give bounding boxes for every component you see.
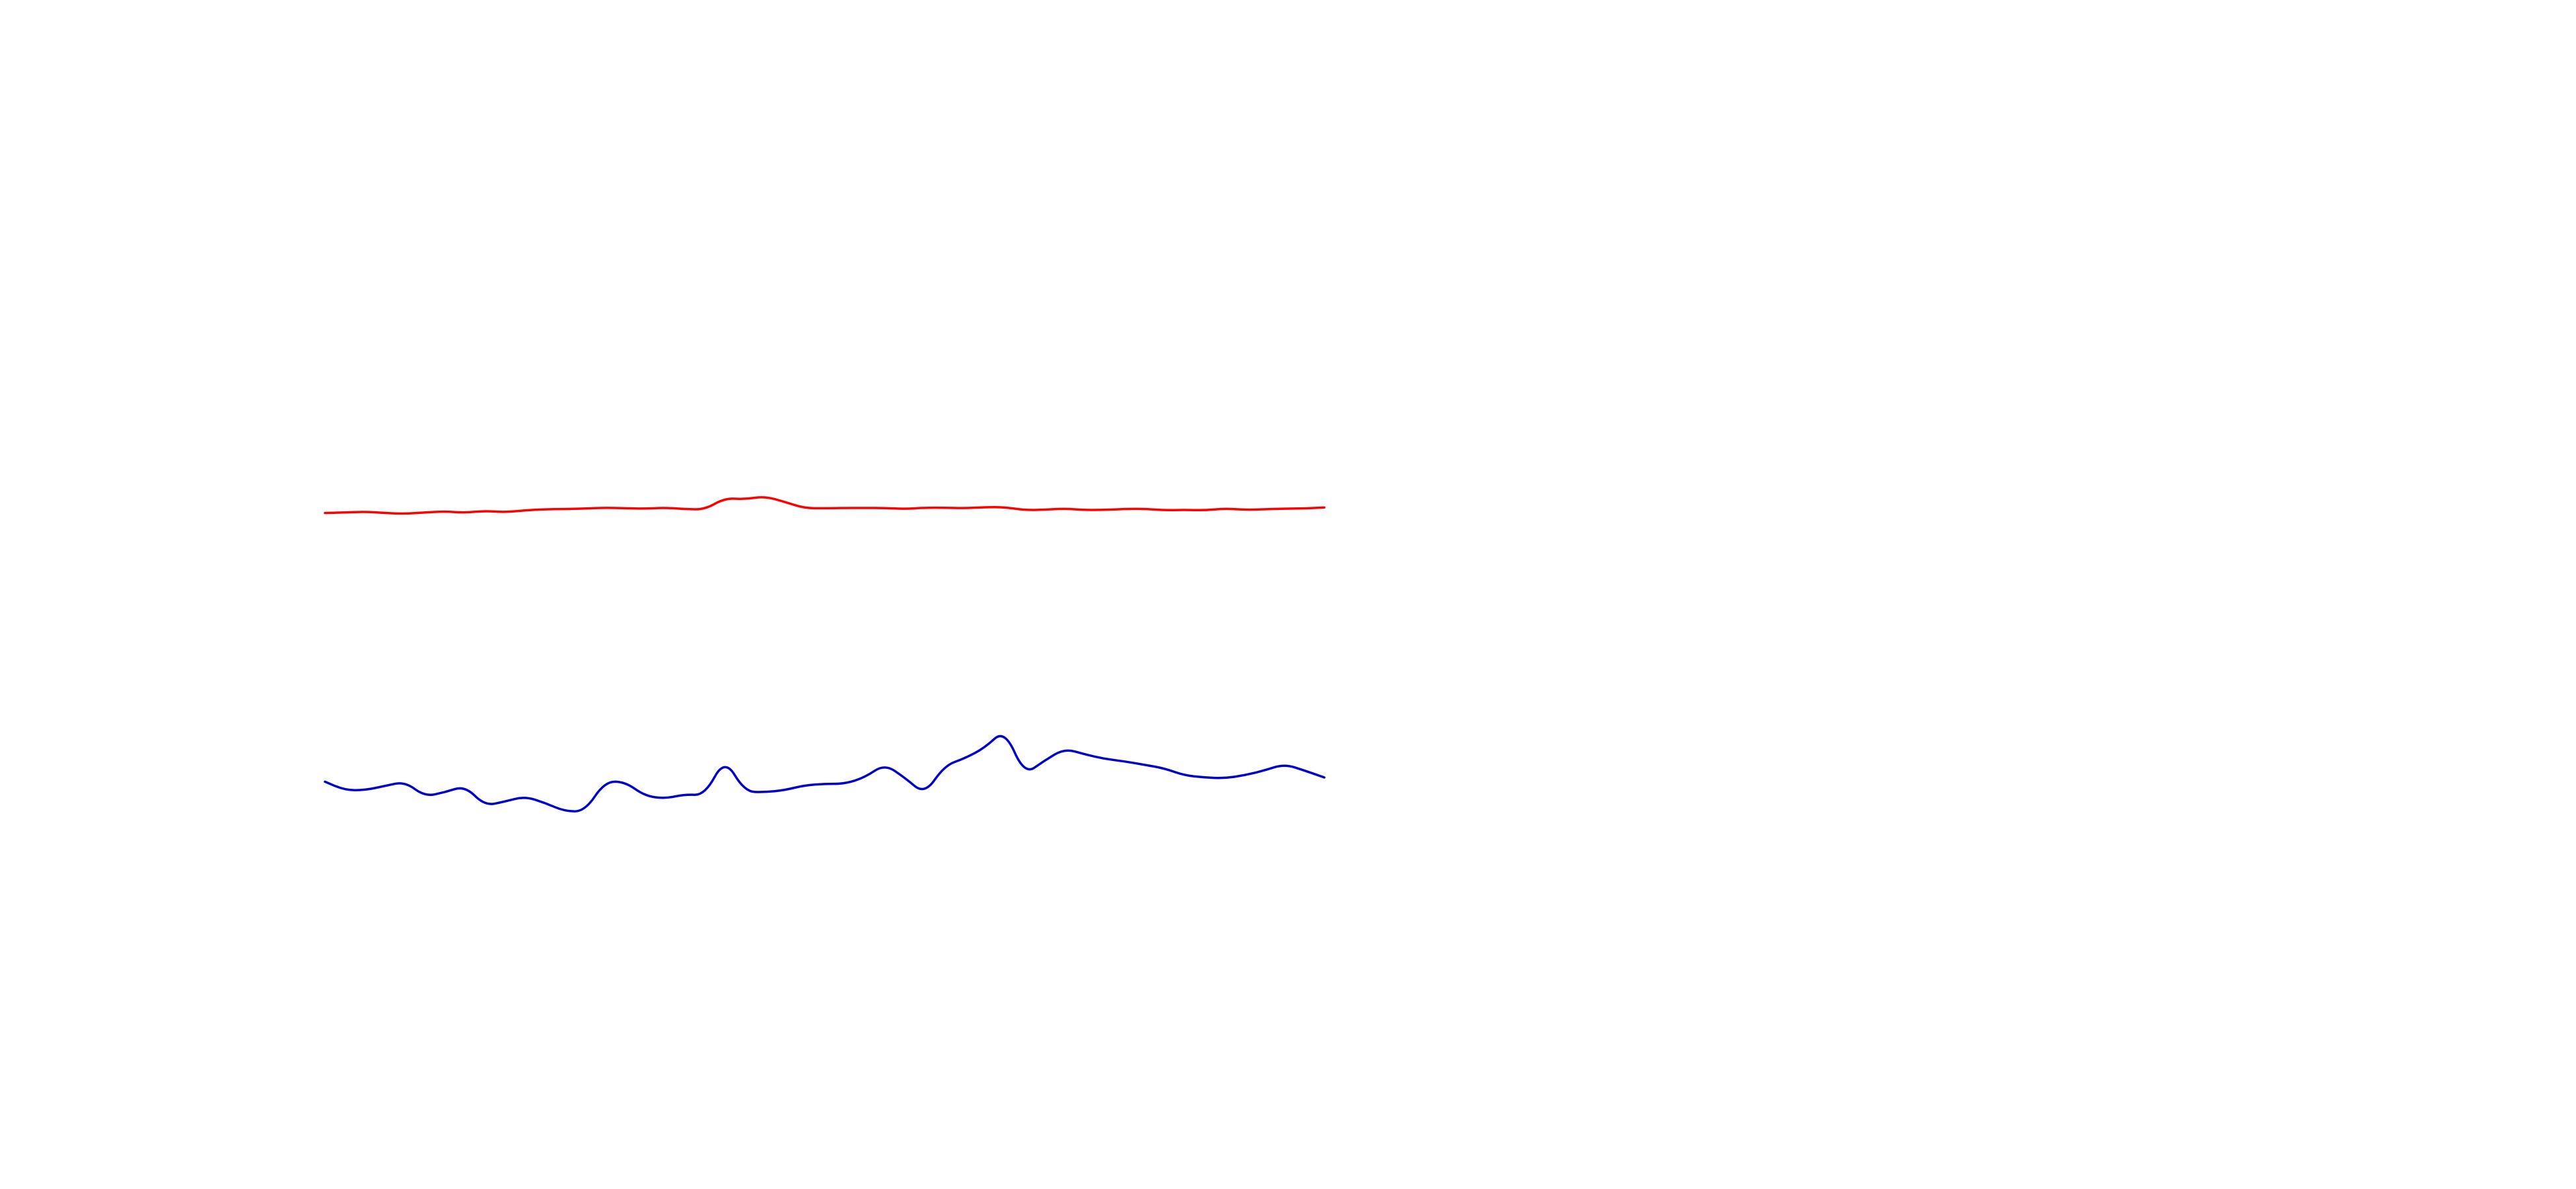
series-layer [324,496,1326,812]
series-line-top [324,496,1326,515]
series-line-bottom [324,735,1326,812]
